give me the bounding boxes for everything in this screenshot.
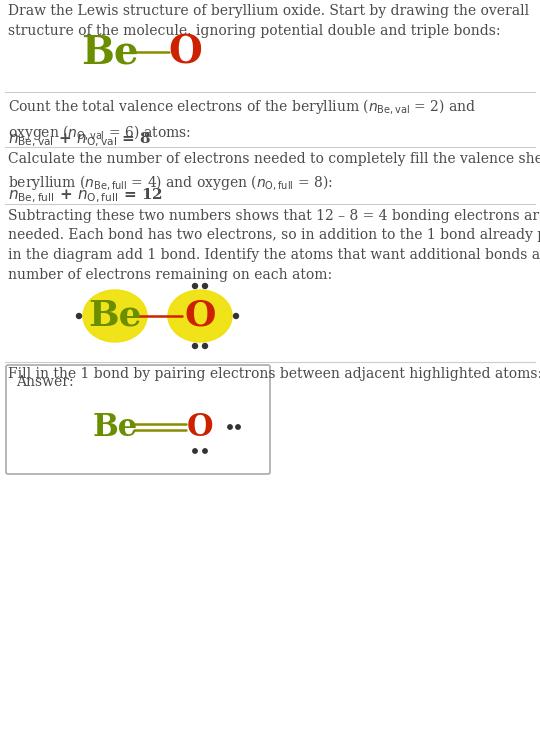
Circle shape [228,425,232,429]
Text: Be: Be [92,411,138,442]
Text: O: O [184,299,215,333]
Circle shape [236,425,240,429]
Text: Fill in the 1 bond by pairing electrons between adjacent highlighted atoms:: Fill in the 1 bond by pairing electrons … [8,367,540,381]
Ellipse shape [83,290,147,342]
Text: Be: Be [88,299,142,333]
Text: Answer:: Answer: [16,375,73,389]
Circle shape [202,344,207,348]
Text: Calculate the number of electrons needed to completely fill the valence shells f: Calculate the number of electrons needed… [8,152,540,192]
Text: Draw the Lewis structure of beryllium oxide. Start by drawing the overall
struct: Draw the Lewis structure of beryllium ox… [8,4,529,38]
Circle shape [202,284,207,289]
Text: $\mathit{n}_{\mathrm{Be,full}}$ + $\mathit{n}_{\mathrm{O,full}}$ = 12: $\mathit{n}_{\mathrm{Be,full}}$ + $\math… [8,187,163,205]
Text: O: O [168,33,202,71]
Circle shape [233,314,239,319]
Circle shape [192,344,198,348]
Circle shape [192,284,198,289]
Text: Be: Be [81,33,139,71]
Text: $\mathit{n}_{\mathrm{Be,val}}$ + $\mathit{n}_{\mathrm{O,val}}$ = 8: $\mathit{n}_{\mathrm{Be,val}}$ + $\mathi… [8,131,152,150]
Text: Count the total valence electrons of the beryllium ($n_{\mathrm{Be,val}}$ = 2) a: Count the total valence electrons of the… [8,97,476,142]
Text: Subtracting these two numbers shows that 12 – 8 = 4 bonding electrons are
needed: Subtracting these two numbers shows that… [8,209,540,281]
Circle shape [193,449,197,453]
FancyBboxPatch shape [6,365,270,474]
Circle shape [203,449,207,453]
Text: O: O [187,411,213,442]
Circle shape [77,314,82,319]
Ellipse shape [168,290,232,342]
